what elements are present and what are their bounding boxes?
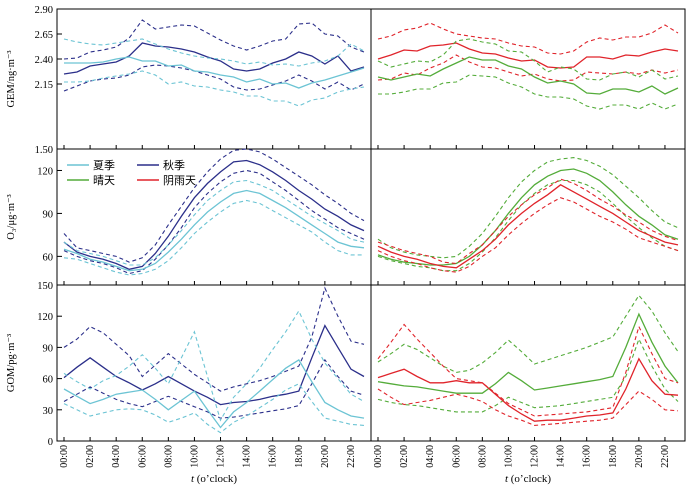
x-tick-label: 20:00: [634, 445, 645, 468]
x-tick-label: 14:00: [242, 445, 253, 468]
legend-label: 夏季: [93, 159, 115, 172]
legend-label: 晴天: [93, 174, 115, 187]
band-line: [377, 157, 679, 259]
y-tick-label: 2.15: [35, 80, 53, 91]
panel-2: 60 90 120 O₃/μg·m⁻³: [6, 148, 372, 286]
x-tick-label: 04:00: [111, 445, 122, 468]
band-line: [63, 199, 364, 276]
panel-frame: [370, 284, 686, 442]
band-line: [377, 38, 679, 81]
x-axis-label-var: t: [505, 473, 509, 485]
x-axis-label-var: t: [191, 473, 195, 485]
y-axis-label: O₃/μg·m⁻³: [6, 194, 17, 239]
panel-0: 1.50 2.15 2.40 2.65 2.90 GEM/ng·m⁻³: [6, 5, 372, 156]
y-axis-label: GEM/ng·m⁻³: [6, 50, 17, 107]
y-tick-label: 90: [43, 209, 54, 220]
x-axis-label: t (o’clock): [505, 473, 551, 485]
band-line: [377, 22, 679, 55]
x-tick-label: 02:00: [85, 445, 96, 468]
series-line: [377, 42, 679, 69]
band-line: [377, 178, 679, 265]
series-line: [377, 312, 679, 394]
band-line: [63, 358, 365, 419]
x-tick-label: 04:00: [425, 445, 436, 468]
y-tick-label: 1.50: [35, 145, 53, 156]
x-tick-label: 08:00: [163, 445, 174, 468]
band-line: [377, 294, 679, 373]
band-line: [63, 169, 365, 275]
band-line: [377, 323, 679, 417]
y-tick-label: 60: [43, 375, 54, 386]
x-tick-label: 12:00: [216, 445, 227, 468]
series-line: [63, 159, 365, 270]
y-tick-label: 90: [43, 343, 54, 354]
panel-5: 00:00 02:00 04:00 06:00 08:00 10:00 12:00 14:00…: [370, 284, 686, 485]
x-tick-label: 22:00: [660, 445, 671, 468]
series-line: [63, 358, 365, 429]
band-line: [63, 38, 365, 67]
y-tick-label: 2.40: [35, 55, 53, 66]
x-tick-label: 18:00: [294, 445, 305, 468]
panel-3: [370, 148, 686, 286]
x-tick-label: 10:00: [189, 445, 200, 468]
x-tick-label: 08:00: [477, 445, 488, 468]
x-tick-label: 00:00: [59, 445, 70, 468]
band-line: [63, 179, 365, 266]
panel-1: [370, 8, 686, 150]
legend-label: 阴雨天: [163, 174, 196, 187]
band-line: [63, 148, 365, 263]
series-line: [63, 189, 365, 272]
panel-frame: [370, 148, 686, 286]
y-axis-label: GOM/pg·m⁻³: [6, 334, 17, 392]
x-axis-label-unit: (o’clock): [508, 473, 551, 485]
band-line: [63, 383, 365, 434]
band-line: [377, 54, 679, 82]
x-tick-label: 22:00: [346, 445, 357, 468]
band-line: [377, 337, 679, 413]
series-line: [63, 42, 365, 75]
x-tick-label: 18:00: [608, 445, 619, 468]
x-tick-label: 16:00: [582, 445, 593, 468]
band-line: [64, 70, 365, 107]
series-line: [377, 184, 679, 269]
x-tick-label: 00:00: [373, 445, 384, 468]
band-line: [63, 286, 365, 392]
y-tick-label: 60: [43, 252, 54, 263]
y-tick-label: 30: [43, 406, 54, 417]
y-tick-label: 150: [37, 281, 53, 292]
band-line: [377, 197, 679, 273]
x-tick-label: 16:00: [268, 445, 279, 468]
y-tick-label: 2.90: [35, 5, 53, 16]
series-line: [64, 56, 365, 89]
x-tick-label: 06:00: [137, 445, 148, 468]
band-line: [63, 64, 365, 92]
y-tick-label: 0: [48, 437, 53, 448]
panel-4: 0 30 60 90 120 150 00:00 02:00 04:00 06:00 08:00 10…: [6, 281, 372, 485]
x-tick-label: 12:00: [530, 445, 541, 468]
series-line: [377, 168, 679, 266]
band-line: [63, 309, 365, 422]
x-tick-label: 20:00: [320, 445, 331, 468]
y-tick-label: 120: [37, 312, 53, 323]
band-line: [377, 179, 679, 272]
band-line: [378, 74, 679, 110]
x-axis-label: t (o’clock): [191, 473, 237, 485]
x-tick-label: 14:00: [556, 445, 567, 468]
x-tick-label: 06:00: [451, 445, 462, 468]
panel-frame: [370, 8, 686, 150]
series-line: [377, 56, 679, 95]
x-tick-label: 10:00: [503, 445, 514, 468]
series-line: [377, 357, 679, 422]
y-tick-label: 2.65: [35, 30, 53, 41]
x-tick-label: 02:00: [399, 445, 410, 468]
band-line: [63, 19, 365, 60]
series-line: [63, 324, 365, 406]
band-line: [377, 388, 679, 426]
legend-label: 秋季: [163, 158, 185, 172]
y-tick-label: 120: [37, 166, 53, 177]
x-axis-label-unit: (o’clock): [194, 473, 237, 485]
